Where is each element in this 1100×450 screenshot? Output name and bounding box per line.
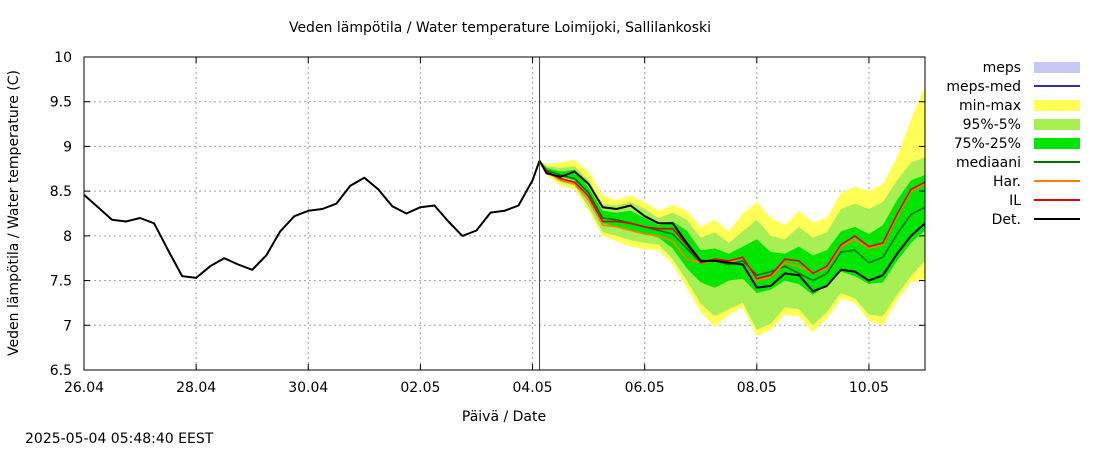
legend-label: meps xyxy=(983,60,1021,76)
forecast-bands xyxy=(539,85,925,336)
timestamp: 2025-05-04 05:48:40 EEST xyxy=(25,431,214,447)
legend-label: 75%-25% xyxy=(954,136,1021,152)
observed-line xyxy=(83,160,541,279)
chart-title: Veden lämpötila / Water temperature Loim… xyxy=(289,20,711,36)
x-tick-label: 30.04 xyxy=(288,380,328,396)
legend-label: Det. xyxy=(992,212,1021,228)
x-tick-label: 06.05 xyxy=(625,380,665,396)
series-lines xyxy=(83,160,926,293)
legend-label: Har. xyxy=(993,174,1021,190)
x-axis-label: Päivä / Date xyxy=(462,409,546,425)
series-line-mediaani xyxy=(538,160,926,282)
x-tick-label: 26.04 xyxy=(64,380,104,396)
y-tick-label: 8.5 xyxy=(50,184,72,200)
plot-frame xyxy=(83,56,926,371)
x-tick-label: 02.05 xyxy=(400,380,440,396)
y-tick-label: 8 xyxy=(63,229,72,245)
band-95-5- xyxy=(539,157,925,330)
band-75-25- xyxy=(539,160,925,295)
y-axis-label: Veden lämpötila / Water temperature (C) xyxy=(6,70,22,356)
x-tick-label: 08.05 xyxy=(737,380,777,396)
legend-label: mediaani xyxy=(956,155,1021,171)
series-line-det xyxy=(538,160,926,293)
legend-label: min-max xyxy=(959,98,1021,114)
x-tick-label: 10.05 xyxy=(849,380,889,396)
y-tick-label: 9.5 xyxy=(50,95,72,111)
y-tick-label: 7 xyxy=(63,318,72,334)
legend-swatch xyxy=(1034,119,1080,130)
y-tick-label: 9 xyxy=(63,139,72,155)
legend-swatch xyxy=(1034,138,1080,149)
legend-label: meps-med xyxy=(946,79,1021,95)
y-tick-label: 10 xyxy=(54,50,72,66)
y-tick-label: 6.5 xyxy=(50,363,72,379)
legend-swatch xyxy=(1034,100,1080,111)
axis-ticks: 6.5 7 7.5 8 8.5 9 9.5 10 26.04 28.04 30.04 02.05 04.… xyxy=(50,50,925,396)
legend: meps meps-med min-max 95%-5% 75%-25% mediaani… xyxy=(946,60,1080,228)
x-tick-label: 28.04 xyxy=(176,380,216,396)
legend-label: IL xyxy=(1009,193,1021,209)
legend-swatch xyxy=(1034,62,1080,73)
y-tick-label: 7.5 xyxy=(50,274,72,290)
legend-label: 95%-5% xyxy=(963,117,1021,133)
series-line-il xyxy=(538,160,926,280)
x-tick-label: 04.05 xyxy=(512,380,552,396)
